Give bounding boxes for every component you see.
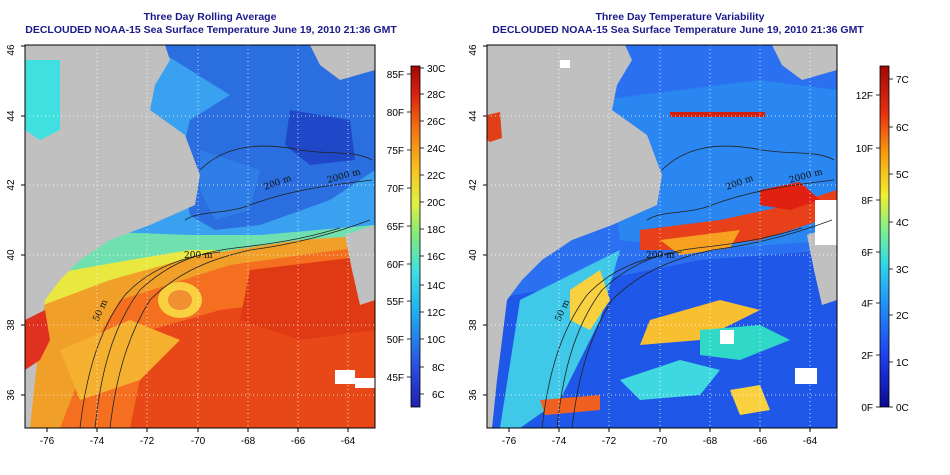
right-colorbar: 7C 6C 5C 4C 3C 2C 1C 0C 12F 10F 8F 6F 4F… — [856, 65, 909, 414]
colorbar-c-label: 7C — [896, 75, 909, 86]
colorbar-f-label: 45F — [387, 373, 404, 384]
colorbar-f-label: 6F — [861, 248, 873, 259]
lon-tick-label: -64 — [803, 436, 818, 447]
colorbar-c-label: 1C — [896, 358, 909, 369]
colorbar-f-label: 0F — [861, 403, 873, 414]
colorbar-c-label: 30C — [427, 64, 445, 75]
right-lon-axis: -76 -74 -72 -70 -68 -66 -64 — [502, 428, 818, 447]
lat-tick-label: 46 — [468, 44, 479, 56]
right-title-line2: DECLOUDED NOAA-15 Sea Surface Temperatur… — [492, 24, 864, 36]
right-title-line1: Three Day Temperature Variability — [595, 11, 765, 23]
colorbar-c-label: 2C — [896, 311, 909, 322]
colorbar-c-label: 5C — [896, 170, 909, 181]
colorbar-f-label: 2F — [861, 351, 873, 362]
left-title-line1: Three Day Rolling Average — [143, 11, 277, 23]
right-lat-axis: 36 38 40 42 44 46 — [468, 44, 487, 401]
colorbar-f-label: 50F — [387, 335, 404, 346]
colorbar-f-label: 10F — [856, 144, 873, 155]
left-map — [25, 45, 375, 428]
colorbar-c-label: 28C — [427, 90, 445, 101]
lon-tick-label: -74 — [552, 436, 567, 447]
colorbar-c-label: 6C — [432, 390, 445, 401]
lon-tick-label: -72 — [140, 436, 155, 447]
right-map-frame — [486, 44, 838, 429]
lat-tick-label: 46 — [6, 44, 17, 56]
left-colorbar: 30C 28C 26C 24C 22C 20C 18C 16C 14C 12C … — [387, 64, 445, 408]
left-lon-axis: -76 -74 -72 -70 -68 -66 -64 — [40, 428, 356, 447]
colorbar-f-label: 8F — [861, 196, 873, 207]
lon-tick-label: -70 — [191, 436, 206, 447]
lon-tick-label: -68 — [241, 436, 256, 447]
lat-tick-label: 44 — [6, 110, 17, 122]
lon-tick-label: -66 — [291, 436, 306, 447]
colorbar-c-label: 4C — [896, 218, 909, 229]
lon-tick-label: -76 — [40, 436, 55, 447]
left-title-line2: DECLOUDED NOAA-15 Sea Surface Temperatur… — [25, 24, 397, 36]
colorbar-c-label: 24C — [427, 144, 445, 155]
lon-tick-label: -70 — [653, 436, 668, 447]
right-map — [487, 45, 837, 428]
lat-tick-label: 40 — [6, 249, 17, 261]
colorbar-c-label: 18C — [427, 225, 445, 236]
colorbar-c-label: 10C — [427, 335, 445, 346]
colorbar-f-label: 60F — [387, 260, 404, 271]
colorbar-f-label: 70F — [387, 184, 404, 195]
lat-tick-label: 42 — [468, 179, 479, 191]
lat-tick-label: 44 — [468, 110, 479, 122]
lat-tick-label: 36 — [468, 389, 479, 401]
lon-tick-label: -72 — [602, 436, 617, 447]
lon-tick-label: -76 — [502, 436, 517, 447]
lat-tick-label: 42 — [6, 179, 17, 191]
lon-tick-label: -66 — [753, 436, 768, 447]
colorbar-f-label: 55F — [387, 297, 404, 308]
lat-tick-label: 38 — [6, 319, 17, 331]
colorbar-c-label: 3C — [896, 265, 909, 276]
colorbar-c-label: 14C — [427, 281, 445, 292]
left-lat-axis: 36 38 40 42 44 46 — [6, 44, 25, 401]
lon-tick-label: -64 — [341, 436, 356, 447]
colorbar-f-label: 12F — [856, 91, 873, 102]
colorbar-c-label: 8C — [432, 363, 445, 374]
colorbar-c-label: 6C — [896, 123, 909, 134]
lon-tick-label: -74 — [90, 436, 105, 447]
lat-tick-label: 36 — [6, 389, 17, 401]
colorbar-c-label: 0C — [896, 403, 909, 414]
colorbar-c-label: 22C — [427, 171, 445, 182]
colorbar-c-label: 20C — [427, 198, 445, 209]
colorbar-f-label: 75F — [387, 146, 404, 157]
colorbar-c-label: 16C — [427, 252, 445, 263]
colorbar-f-label: 4F — [861, 299, 873, 310]
contour-label: 200 m — [184, 251, 213, 261]
colorbar-f-label: 80F — [387, 108, 404, 119]
lat-tick-label: 38 — [468, 319, 479, 331]
lon-tick-label: -68 — [703, 436, 718, 447]
colorbar-f-label: 85F — [387, 70, 404, 81]
colorbar-c-label: 12C — [427, 308, 445, 319]
colorbar-f-label: 65F — [387, 222, 404, 233]
left-map-frame — [24, 44, 376, 429]
contour-label: 200 m — [646, 251, 675, 261]
lat-tick-label: 40 — [468, 249, 479, 261]
colorbar-c-label: 26C — [427, 117, 445, 128]
